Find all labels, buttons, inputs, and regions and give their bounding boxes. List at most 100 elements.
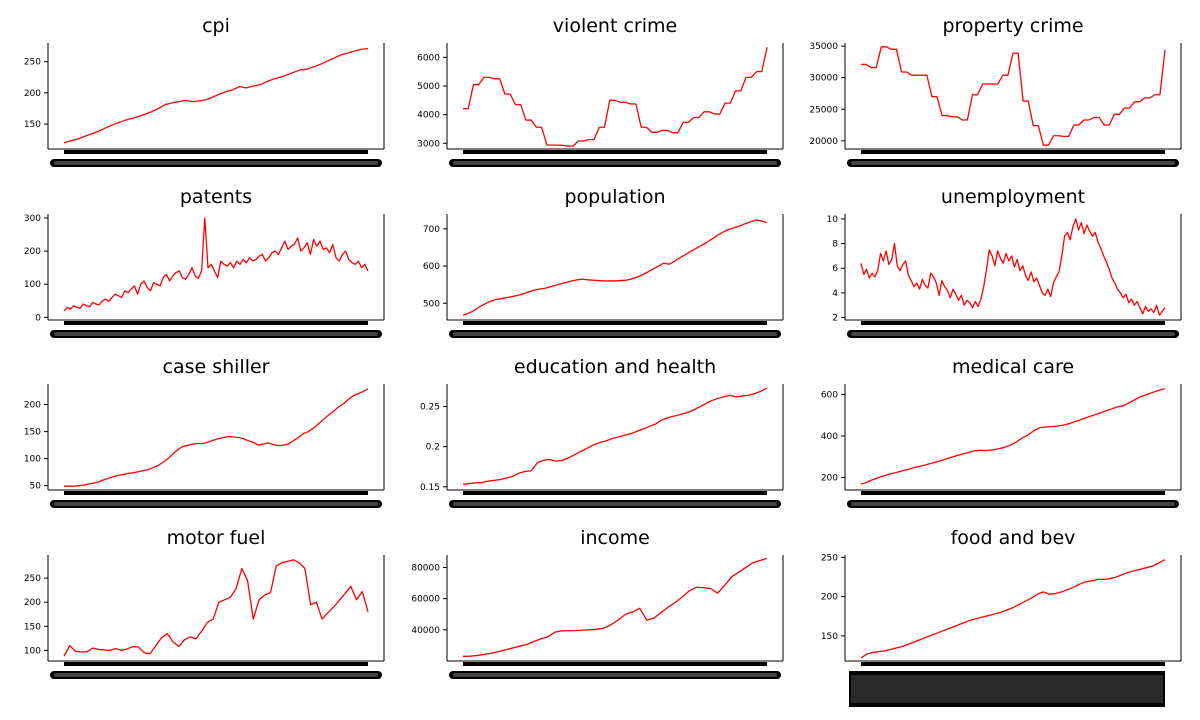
x-tick-band	[64, 491, 368, 495]
x-tick-labels-inner	[851, 502, 1175, 506]
x-tick-band	[64, 662, 368, 666]
chart-panel-5: unemployment 2 4 6 8 10	[827, 184, 1182, 350]
x-tick-labels-inner	[54, 502, 378, 506]
chart-title: property crime	[942, 15, 1084, 37]
y-tick-label: 30000	[809, 74, 838, 84]
y-tick-label: 200	[821, 593, 838, 603]
chart-panel-7: education and health 0.15 0.2 0.25	[420, 354, 784, 520]
y-tick-label: 5000	[417, 82, 440, 92]
x-tick-band	[861, 491, 1165, 495]
series-line	[63, 217, 369, 312]
y-tick-label: 0.15	[420, 483, 440, 493]
chart-plot: 100 150 200 250	[24, 555, 385, 679]
x-tick-band	[463, 321, 767, 325]
y-tick-label: 80000	[411, 563, 440, 573]
chart-plot: 0.15 0.2 0.25	[420, 384, 784, 508]
chart-title: population	[564, 186, 666, 208]
y-tick-label: 6000	[417, 53, 440, 63]
chart-plot: 500 600 700	[423, 214, 784, 338]
y-tick-label: 150	[821, 632, 838, 642]
series-line	[63, 559, 369, 657]
x-tick-labels-inner	[453, 332, 777, 336]
y-tick-label: 250	[24, 58, 41, 68]
y-tick-label: 2	[832, 314, 838, 324]
y-tick-label: 150	[24, 428, 41, 438]
y-tick-label: 20000	[809, 137, 838, 147]
y-tick-label: 400	[821, 432, 838, 442]
chart-plot: 200 400 600	[821, 384, 1182, 508]
x-tick-labels-inner	[851, 161, 1175, 165]
series-line	[462, 557, 768, 657]
chart-title: patents	[179, 186, 253, 208]
y-tick-label: 40000	[411, 626, 440, 636]
chart-plot: 150 200 250	[821, 553, 1182, 707]
y-tick-label: 100	[24, 646, 41, 656]
y-tick-label: 0	[35, 313, 41, 323]
y-tick-label: 700	[423, 225, 440, 235]
chart-panel-6: case shiller 50 100 150 200	[24, 354, 385, 520]
chart-panel-3: patents 0 100 200 300	[24, 184, 385, 350]
y-tick-label: 25000	[809, 105, 838, 115]
series-line	[861, 46, 1166, 146]
chart-title: case shiller	[162, 356, 270, 378]
series-line	[63, 47, 369, 144]
y-tick-label: 200	[24, 598, 41, 608]
y-tick-label: 60000	[411, 595, 440, 605]
chart-title: food and bev	[950, 527, 1076, 549]
chart-panel-0: cpi 150 200 250	[24, 13, 385, 179]
y-tick-label: 150	[24, 622, 41, 632]
chart-panel-11: food and bev 150 200 250	[821, 525, 1182, 707]
y-tick-label: 10	[827, 215, 839, 225]
chart-title: cpi	[202, 15, 230, 37]
chart-panel-1: violent crime 3000 4000 5000 6000	[417, 13, 784, 179]
chart-panel-10: income 40000 60000 80000	[411, 525, 784, 691]
y-tick-label: 6	[832, 264, 838, 274]
y-tick-label: 35000	[809, 42, 838, 52]
x-tick-labels-inner	[851, 332, 1175, 336]
x-tick-band	[64, 150, 368, 154]
chart-panel-4: population 500 600 700	[423, 184, 784, 350]
x-tick-band	[861, 662, 1165, 666]
chart-panel-9: motor fuel 100 150 200 250	[24, 525, 385, 691]
series-line	[463, 47, 768, 147]
y-tick-label: 0.25	[420, 402, 440, 412]
series-line	[462, 387, 768, 486]
series-line	[860, 218, 1166, 316]
chart-title: income	[580, 527, 650, 549]
chart-title: motor fuel	[166, 527, 266, 549]
x-tick-labels-inner	[54, 161, 378, 165]
chart-plot: 20000 25000 30000 35000	[809, 42, 1182, 167]
y-tick-label: 4	[832, 289, 838, 299]
x-tick-band	[463, 662, 767, 666]
x-tick-labels-rotated-inner	[851, 675, 1163, 703]
x-tick-band	[861, 321, 1165, 325]
y-tick-label: 3000	[417, 139, 440, 149]
x-tick-labels-inner	[453, 161, 777, 165]
x-tick-band	[463, 150, 767, 154]
chart-plot: 40000 60000 80000	[411, 555, 784, 679]
chart-plot: 50 100 150 200	[24, 384, 385, 508]
y-tick-label: 200	[24, 247, 41, 257]
chart-plot: 3000 4000 5000 6000	[417, 43, 784, 167]
series-line	[860, 387, 1166, 485]
chart-title: medical care	[951, 356, 1075, 378]
series-line	[462, 219, 768, 316]
x-tick-labels-inner	[54, 332, 378, 336]
x-tick-labels-inner	[453, 502, 777, 506]
y-tick-label: 200	[24, 89, 41, 99]
chart-panel-8: medical care 200 400 600	[821, 354, 1182, 520]
y-tick-label: 200	[821, 474, 838, 484]
y-tick-label: 4000	[417, 111, 440, 121]
chart-plot: 2 4 6 8 10	[827, 214, 1182, 338]
series-line	[64, 388, 369, 487]
y-tick-label: 500	[423, 299, 440, 309]
y-tick-label: 600	[423, 262, 440, 272]
y-tick-label: 100	[24, 280, 41, 290]
y-tick-label: 150	[24, 120, 41, 130]
chart-title: unemployment	[940, 186, 1086, 208]
y-tick-label: 200	[24, 401, 41, 411]
chart-panel-2: property crime 20000 25000 30000 35000	[809, 13, 1182, 179]
y-tick-label: 0.2	[426, 443, 440, 453]
series-line	[860, 559, 1166, 659]
